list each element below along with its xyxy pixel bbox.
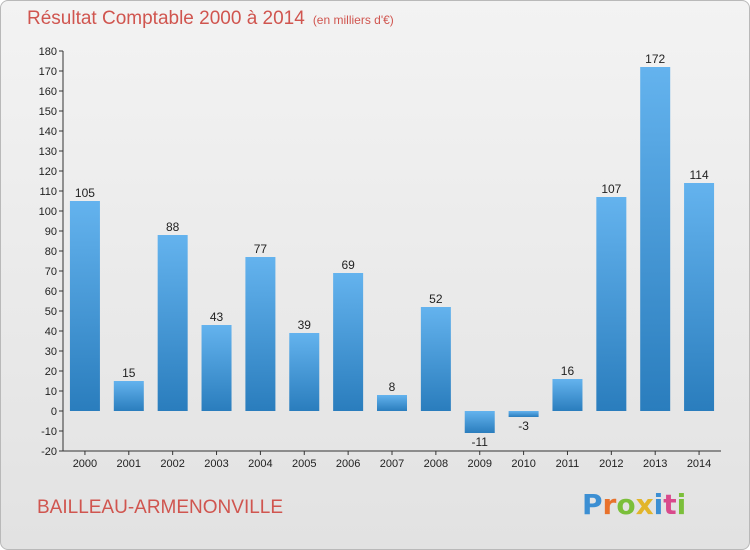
logo-letter: t (663, 488, 677, 521)
logo-letter: x (635, 488, 654, 521)
y-tick-label: -20 (41, 446, 57, 458)
logo-letter: P (582, 488, 603, 521)
bar-2011 (552, 379, 583, 411)
logo-letter: r (602, 488, 617, 521)
x-tick-label-2007: 2007 (380, 458, 404, 470)
x-tick-label-2012: 2012 (599, 458, 623, 470)
value-label-2004: 77 (254, 242, 268, 256)
value-label-2014: 114 (689, 168, 708, 182)
bar-2014 (684, 183, 715, 411)
y-tick-label: 120 (39, 166, 57, 178)
y-tick-label: 140 (39, 126, 57, 138)
y-tick-label: 70 (45, 266, 57, 278)
y-tick-label: 110 (39, 186, 57, 198)
chart-title: Résultat Comptable 2000 à 2014 (en millie… (27, 8, 394, 30)
y-tick-label: 180 (39, 46, 57, 58)
y-tick-label: 130 (39, 146, 57, 158)
proxiti-logo: Proxiti (582, 488, 686, 521)
value-label-2010: -3 (518, 419, 529, 433)
value-label-2002: 88 (166, 220, 180, 234)
x-tick-label-2001: 2001 (117, 458, 141, 470)
value-label-2009: -11 (472, 435, 489, 449)
x-tick-label-2013: 2013 (643, 458, 667, 470)
y-tick-label: 30 (45, 346, 57, 358)
y-tick-label: 50 (45, 306, 57, 318)
x-tick-label-2004: 2004 (248, 458, 272, 470)
x-tick-label-2014: 2014 (687, 458, 711, 470)
value-label-2003: 43 (210, 310, 224, 324)
x-tick-label-2005: 2005 (292, 458, 316, 470)
value-label-2001: 15 (122, 366, 136, 380)
chart-unit: (en milliers d'€) (312, 13, 394, 27)
y-tick-label: 150 (39, 106, 57, 118)
bar-2004 (245, 257, 276, 411)
x-tick-label-2011: 2011 (556, 458, 580, 470)
value-label-2007: 8 (389, 380, 396, 394)
bar-2009 (464, 411, 495, 433)
y-tick-label: 90 (45, 226, 57, 238)
chart-title-text: Résultat Comptable 2000 à 2014 (27, 8, 305, 29)
y-tick-label: 40 (45, 326, 57, 338)
y-tick-label: 20 (45, 366, 57, 378)
value-label-2012: 107 (601, 182, 621, 196)
y-tick-label: 170 (39, 66, 57, 78)
value-label-2006: 69 (341, 258, 355, 272)
y-tick-label: -10 (41, 426, 57, 438)
bar-2012 (596, 197, 627, 411)
value-label-2005: 39 (298, 318, 312, 332)
logo-letter: o (616, 488, 636, 521)
x-tick-label-2006: 2006 (336, 458, 360, 470)
x-tick-label-2000: 2000 (73, 458, 97, 470)
bar-2005 (289, 333, 320, 411)
bar-2000 (69, 201, 100, 411)
x-tick-label-2008: 2008 (424, 458, 448, 470)
value-label-2008: 52 (429, 292, 443, 306)
y-tick-label: 60 (45, 286, 57, 298)
value-label-2000: 105 (75, 186, 95, 200)
x-tick-label-2010: 2010 (511, 458, 535, 470)
value-label-2013: 172 (645, 52, 665, 66)
x-tick-label-2009: 2009 (467, 458, 491, 470)
bar-2002 (157, 235, 188, 411)
y-tick-label: 10 (45, 386, 57, 398)
y-tick-label: 80 (45, 246, 57, 258)
value-label-2011: 16 (561, 364, 575, 378)
bar-2003 (201, 325, 232, 411)
bar-2007 (377, 395, 407, 411)
logo-letter: i (676, 488, 687, 521)
x-tick-label-2002: 2002 (160, 458, 184, 470)
logo-letter: i (653, 488, 664, 521)
y-tick-label: 0 (51, 406, 57, 418)
bar-2001 (113, 381, 144, 411)
bar-2006 (333, 273, 364, 411)
x-tick-label-2003: 2003 (204, 458, 228, 470)
bar-2013 (640, 67, 671, 411)
bar-2008 (420, 307, 451, 411)
commune-name: BAILLEAU-ARMENONVILLE (37, 497, 284, 518)
y-tick-label: 100 (39, 206, 57, 218)
bar-2010 (508, 411, 539, 417)
y-tick-label: 160 (39, 86, 57, 98)
